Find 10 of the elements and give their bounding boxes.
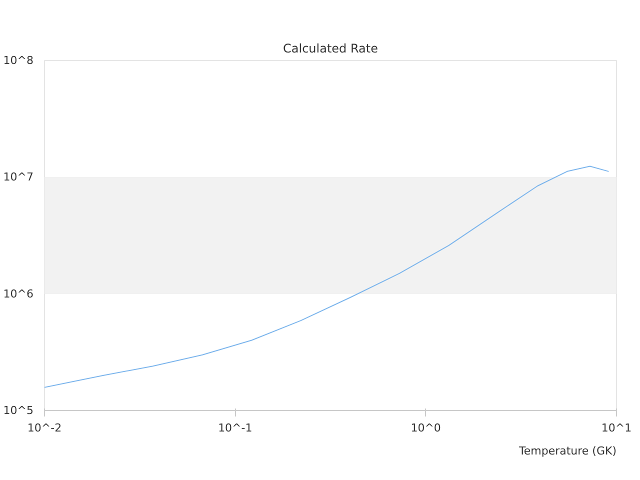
chart-title: Calculated Rate — [283, 42, 378, 56]
x-tick-label: 10^-2 — [27, 422, 62, 434]
x-tick-label: 10^1 — [601, 422, 632, 434]
x-tick-label: 10^-1 — [218, 422, 252, 434]
y-tick-label: 10^8 — [3, 54, 34, 67]
y-tick-label: 10^6 — [3, 287, 34, 300]
x-tick-label: 10^0 — [410, 422, 441, 434]
y-tick-label: 10^7 — [3, 170, 34, 184]
x-axis-title: Temperature (GK) — [518, 444, 617, 458]
y-tick-label: 10^5 — [3, 404, 34, 417]
